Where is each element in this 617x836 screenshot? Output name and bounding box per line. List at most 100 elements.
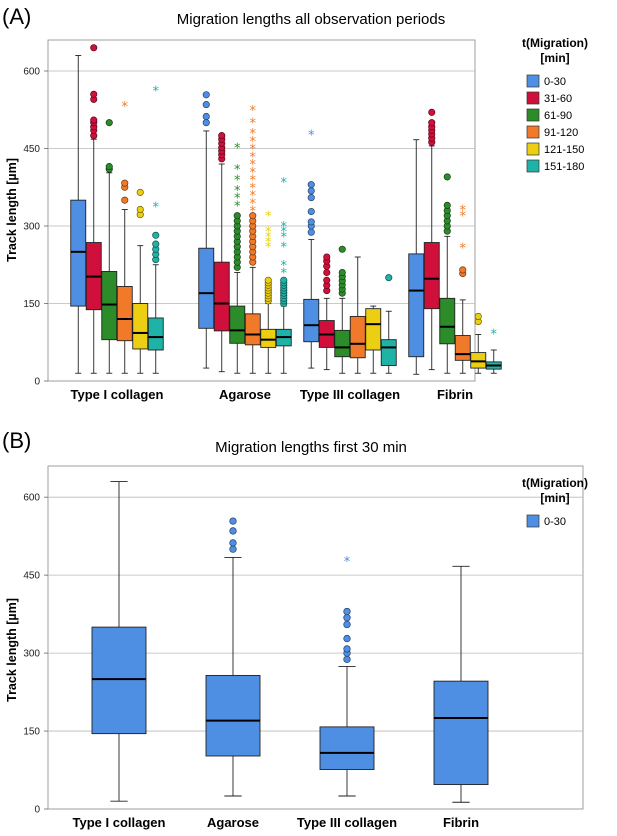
box-agarose-61-90-extreme-2: * — [234, 184, 241, 199]
box-agarose-0-30-outlier-3 — [229, 517, 237, 525]
legend-title-line-1: t(Migration) — [522, 36, 588, 50]
y-tick-label-600: 600 — [23, 67, 40, 78]
box-agarose-121-150: ***** — [260, 210, 277, 374]
box-fibrin-31-60-iqr-box — [423, 242, 440, 310]
box-fibrin-0-30-iqr-box — [433, 680, 489, 786]
legend-label-0-30: 0-30 — [544, 516, 566, 528]
y-tick-label-0: 0 — [34, 377, 40, 388]
box-agarose-61-90-extreme-5: * — [234, 141, 241, 156]
box-agarose-31-60-outlier-6 — [218, 132, 226, 140]
box-type-i-collagen-0-30-iqr-box — [91, 626, 147, 735]
box-agarose-0-30-outlier-2 — [202, 101, 210, 109]
box-fibrin-121-150-outlier-1 — [474, 312, 482, 320]
box-agarose-151-180-outlier-9 — [280, 276, 288, 284]
panel-a-legend: t(Migration)[min] 0-30 31-60 61-90 91-120 121… — [522, 36, 588, 173]
panel-b-title: Migration lengths first 30 min — [215, 439, 407, 456]
box-agarose-91-120-extreme-4: * — [250, 174, 257, 189]
box-fibrin-91-120-outlier-1 — [459, 266, 467, 274]
box-agarose-31-60-iqr-box — [213, 261, 230, 332]
x-category-label-type-i-collagen: Type I collagen — [71, 387, 164, 402]
box-type-iii-collagen-61-90-iqr-box — [334, 329, 351, 358]
box-type-i-collagen-151-180-extreme-1: * — [153, 85, 160, 100]
y-tick-label-0: 0 — [34, 805, 40, 816]
legend-swatch-121-150 — [526, 142, 540, 156]
x-category-label-type-iii-collagen: Type III collagen — [297, 815, 397, 830]
box-agarose-0-30-iqr-box — [205, 674, 261, 757]
box-agarose-151-180-extreme-5: * — [281, 220, 288, 235]
box-type-iii-collagen-121-150 — [365, 305, 382, 374]
box-agarose-0-30-outlier-3 — [202, 91, 210, 99]
box-fibrin-61-90-outlier-5 — [443, 201, 451, 209]
box-fibrin-151-180-extreme-0: * — [491, 327, 498, 342]
legend-label-91-120: 91-120 — [544, 127, 578, 139]
box-type-iii-collagen-121-150-iqr-box — [365, 308, 382, 351]
box-type-iii-collagen-0-30-outlier-0 — [343, 655, 351, 663]
box-type-i-collagen-31-60 — [85, 44, 102, 374]
legend-swatch-91-120 — [526, 125, 540, 139]
box-fibrin-91-120-extreme-0: * — [460, 242, 467, 257]
box-type-i-collagen-91-120-extreme-0: * — [122, 100, 129, 115]
box-agarose-0-30-outlier-2 — [229, 527, 237, 535]
box-type-iii-collagen-0-30-extreme-0: * — [308, 129, 315, 144]
box-agarose-121-150-extreme-4: * — [265, 210, 272, 225]
box-agarose-91-120-extreme-2: * — [250, 189, 257, 204]
box-type-iii-collagen-0-30-extreme-0: * — [344, 555, 351, 570]
box-agarose-151-180-extreme-0: * — [281, 267, 288, 282]
box-fibrin-91-120-iqr-box — [454, 335, 471, 361]
box-agarose-61-90-extreme-3: * — [234, 174, 241, 189]
box-fibrin-31-60-outlier-5 — [428, 119, 436, 127]
legend-swatch-0-30 — [526, 74, 540, 88]
legend-swatch-151-180 — [526, 159, 540, 173]
box-type-iii-collagen-0-30-outlier-3 — [307, 207, 315, 216]
legend-label-0-30: 0-30 — [544, 76, 566, 88]
legend-title-line-2: [min] — [540, 51, 569, 65]
box-fibrin-31-60 — [423, 108, 440, 371]
box-agarose-91-120-extreme-5: * — [250, 166, 257, 181]
box-type-iii-collagen-0-30-outlier-5 — [343, 614, 351, 622]
box-agarose-61-90-extreme-4: * — [234, 163, 241, 178]
y-tick-label-150: 150 — [23, 727, 40, 738]
legend-label-151-180: 151-180 — [544, 161, 584, 173]
x-category-label-fibrin: Fibrin — [437, 387, 473, 402]
box-fibrin-91-120-extreme-2: * — [460, 203, 467, 218]
box-agarose-91-120-extreme-11: * — [250, 117, 257, 132]
y-tick-label-300: 300 — [23, 649, 40, 660]
legend-swatch-61-90 — [526, 108, 540, 122]
box-agarose-91-120: ************* — [244, 104, 261, 374]
legend-title-line-1: t(Migration) — [522, 476, 588, 490]
box-type-i-collagen-121-150-outlier-1 — [136, 205, 144, 214]
plot-frame — [47, 465, 584, 810]
box-type-i-collagen-151-180-outlier-3 — [152, 240, 160, 248]
panel-a: (A) Migration lengths all observation pe… — [2, 4, 588, 402]
box-agarose-121-150-extreme-0: * — [265, 241, 272, 256]
box-type-iii-collagen-151-180-outlier-0 — [385, 274, 393, 282]
box-type-iii-collagen-0-30-outlier-0 — [307, 228, 315, 236]
panel-b-plot-area: 0 150 300 450 600 Type I collagen Agarose Type … — [23, 465, 584, 830]
box-type-i-collagen-61-90 — [101, 119, 118, 374]
box-type-i-collagen-31-60-outlier-4 — [90, 116, 98, 124]
box-fibrin-91-120-extreme-1: * — [460, 210, 467, 225]
box-fibrin-31-60-outlier-6 — [428, 108, 436, 116]
y-tick-label-450: 450 — [23, 571, 40, 582]
box-agarose-91-120-extreme-0: * — [250, 205, 257, 220]
box-type-i-collagen-91-120-outlier-0 — [121, 196, 129, 204]
box-agarose-61-90-iqr-box — [229, 305, 246, 344]
panel-a-label: (A) — [2, 4, 31, 29]
box-type-i-collagen-91-120-iqr-box — [116, 286, 133, 342]
box-fibrin-121-150-iqr-box — [470, 352, 487, 369]
box-fibrin-0-30 — [408, 139, 425, 375]
box-type-i-collagen-31-60-outlier-6 — [90, 90, 98, 98]
panel-a-title: Migration lengths all observation period… — [177, 11, 445, 28]
box-type-iii-collagen-61-90-outlier-5 — [338, 268, 346, 277]
panel-b-label: (B) — [2, 428, 31, 453]
panel-b: (B) Migration lengths first 30 min Track… — [2, 428, 588, 830]
box-type-i-collagen-151-180-iqr-box — [147, 317, 164, 351]
box-fibrin-61-90 — [439, 173, 456, 374]
box-type-i-collagen-91-120: * — [116, 100, 133, 374]
box-type-iii-collagen-61-90-outlier-6 — [338, 245, 346, 253]
box-agarose-151-180-extreme-2: * — [281, 241, 288, 256]
box-type-iii-collagen-0-30-outlier-3 — [343, 634, 351, 643]
box-type-i-collagen-121-150-outlier-2 — [136, 188, 144, 196]
box-agarose-91-120-extreme-8: * — [250, 143, 257, 158]
